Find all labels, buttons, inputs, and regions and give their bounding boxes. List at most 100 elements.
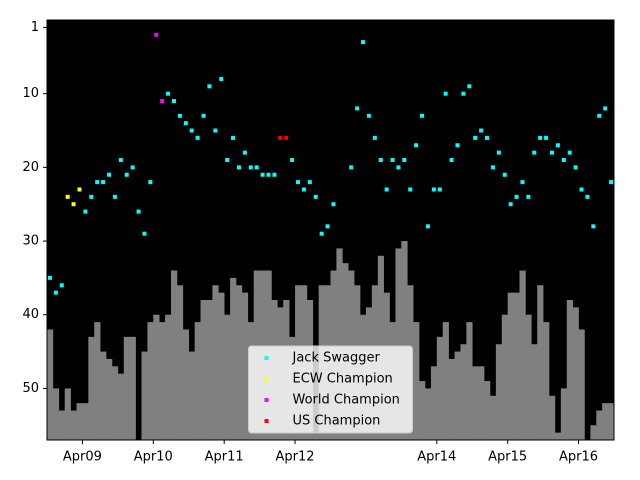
point	[437, 187, 442, 192]
point	[532, 150, 537, 155]
point	[83, 209, 88, 214]
bar	[531, 344, 538, 440]
point	[431, 187, 436, 192]
point	[219, 76, 224, 81]
point	[207, 84, 212, 89]
bar	[425, 388, 432, 440]
bar	[47, 329, 54, 440]
point	[284, 135, 289, 140]
point	[443, 91, 448, 96]
point	[485, 135, 490, 140]
point	[65, 194, 70, 199]
bar	[212, 285, 219, 440]
point	[390, 158, 395, 162]
bar	[436, 336, 444, 440]
point	[71, 202, 76, 207]
point	[47, 275, 52, 280]
point	[514, 194, 519, 199]
bar	[454, 351, 461, 440]
bar	[94, 322, 101, 440]
bar	[58, 410, 66, 440]
point	[579, 187, 584, 192]
point	[355, 106, 360, 111]
bar	[182, 329, 190, 440]
bar	[165, 314, 172, 440]
x-tick-label: Apr14	[417, 450, 456, 465]
x-tick-label: Apr15	[488, 450, 527, 465]
point	[325, 224, 330, 229]
point	[425, 224, 430, 229]
bar	[501, 314, 508, 440]
point	[402, 158, 407, 162]
x-tick-label: Apr11	[205, 450, 244, 465]
x-tick-label: Apr09	[63, 450, 102, 465]
point	[331, 202, 336, 207]
bar	[419, 381, 426, 440]
bar	[513, 292, 520, 440]
point	[189, 128, 194, 133]
bar	[106, 358, 113, 440]
point	[260, 172, 265, 177]
bar	[159, 322, 166, 440]
point	[296, 180, 301, 185]
bar	[147, 322, 154, 440]
bar	[82, 403, 89, 440]
point	[561, 158, 566, 162]
bar	[141, 351, 148, 440]
point	[154, 32, 159, 37]
point	[544, 135, 549, 140]
bar	[401, 241, 408, 440]
point	[408, 187, 413, 192]
bar	[224, 314, 231, 440]
point	[496, 150, 501, 155]
bar	[64, 388, 71, 440]
point	[290, 158, 295, 162]
point	[609, 180, 614, 185]
point	[118, 158, 123, 162]
point	[520, 180, 525, 185]
bar	[507, 292, 514, 440]
bar	[395, 248, 402, 440]
legend-label: Jack Swagger	[292, 351, 381, 366]
bar	[176, 285, 184, 440]
point	[461, 91, 466, 96]
point	[124, 172, 129, 177]
bar	[129, 336, 136, 440]
legend-box	[248, 345, 413, 434]
legend-marker	[264, 356, 269, 360]
bar	[560, 388, 568, 440]
legend-label: World Champion	[293, 393, 400, 408]
legend-marker	[264, 419, 269, 423]
legend: Jack Swagger ECW Champion World Champion US…	[248, 345, 413, 434]
point	[449, 158, 454, 162]
bar	[608, 403, 615, 440]
bar	[590, 425, 597, 440]
bar	[549, 395, 556, 440]
point	[231, 135, 236, 140]
point	[112, 194, 117, 199]
point	[201, 113, 206, 118]
x-tick-label: Apr16	[559, 450, 598, 465]
bar	[495, 344, 503, 440]
point	[59, 283, 64, 288]
bar	[566, 300, 573, 440]
point	[585, 194, 590, 199]
point	[567, 150, 572, 155]
point	[603, 106, 608, 111]
bar	[448, 358, 455, 440]
y-tick-label: 10	[22, 86, 39, 101]
point	[420, 113, 425, 118]
bar	[489, 395, 497, 440]
point	[242, 150, 247, 155]
bar	[200, 300, 207, 440]
point	[319, 231, 324, 236]
bar	[206, 300, 213, 440]
point	[591, 224, 596, 229]
plot-frame	[46, 19, 615, 441]
point	[95, 180, 100, 185]
point	[248, 165, 253, 170]
bar	[478, 366, 485, 440]
point	[378, 158, 383, 162]
bar	[430, 366, 438, 440]
bar	[336, 248, 343, 440]
